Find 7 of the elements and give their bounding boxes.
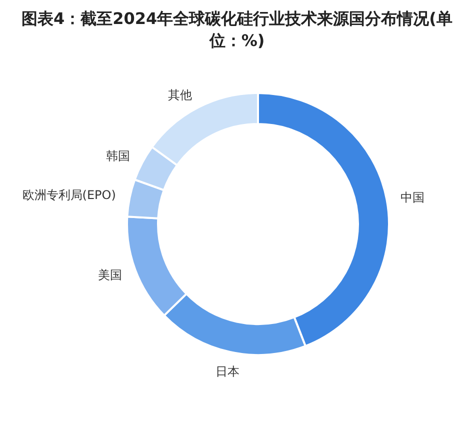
slice-label: 欧洲专利局(EPO) xyxy=(22,188,116,202)
slice-label: 其他 xyxy=(168,88,192,102)
chart-title: 图表4：截至2024年全球碳化硅行业技术来源国分布情况(单位：%) xyxy=(21,8,453,52)
slice-label: 韩国 xyxy=(106,149,130,164)
slice-label: 中国 xyxy=(400,190,425,204)
slice-label: 美国 xyxy=(98,268,122,282)
slice-label: 日本 xyxy=(215,364,240,379)
